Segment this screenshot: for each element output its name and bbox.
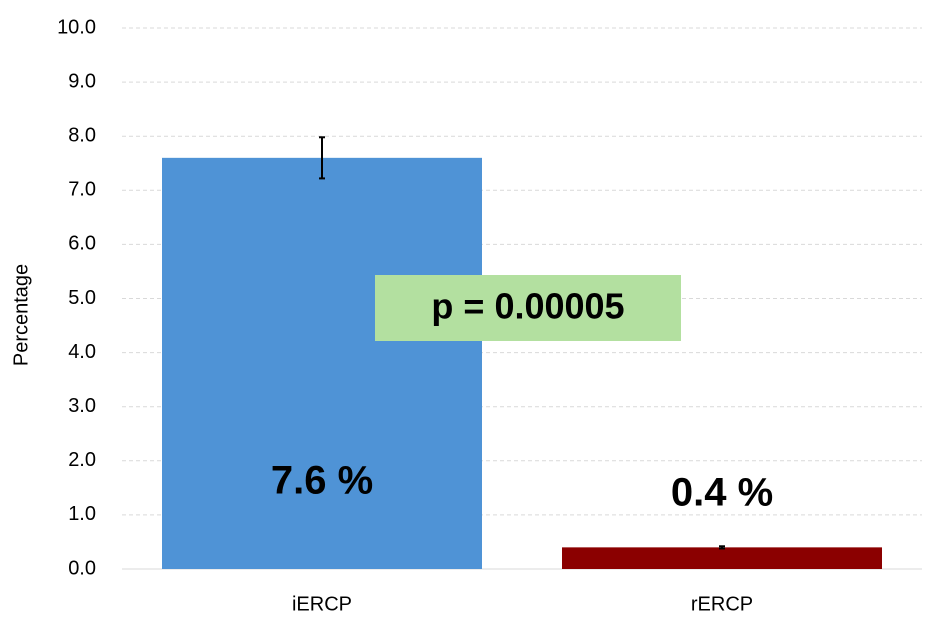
bar (162, 157, 482, 569)
value-label: 7.6 % (271, 459, 373, 503)
annotation-box (375, 275, 681, 341)
y-tick-label: 2.0 (68, 449, 96, 471)
y-tick-label: 10.0 (57, 16, 96, 38)
y-tick-label: 0.0 (68, 557, 96, 579)
error-bar (319, 136, 325, 180)
x-tick-label: iERCP (292, 593, 352, 615)
y-tick-label: 8.0 (68, 124, 96, 146)
y-tick-label: 5.0 (68, 287, 96, 309)
y-axis-label: Percentage (10, 264, 32, 366)
annotation: p = 0.00005 (431, 286, 624, 327)
y-tick-label: 7.0 (68, 179, 96, 201)
y-tick-label: 3.0 (68, 395, 96, 417)
y-tick-label: 1.0 (68, 503, 96, 525)
bar (562, 547, 882, 569)
y-tick-label: 4.0 (68, 341, 96, 363)
error-bar (719, 545, 725, 550)
y-tick-label: 6.0 (68, 233, 96, 255)
x-tick-label: rERCP (691, 593, 753, 615)
y-tick-label: 9.0 (68, 70, 96, 92)
value-label: 0.4 % (671, 471, 773, 515)
